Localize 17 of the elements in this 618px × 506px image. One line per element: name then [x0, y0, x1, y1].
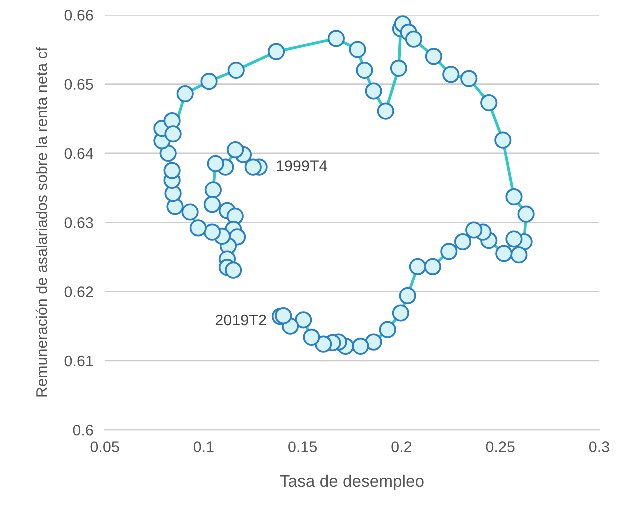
x-tick-label: 0.3	[589, 442, 610, 452]
y-tick-label: 0.63	[64, 218, 94, 228]
y-tick-label: 0.66	[64, 10, 94, 21]
y-tick-label: 0.65	[64, 79, 94, 90]
x-tick-label: 0.2	[392, 442, 412, 452]
y-tick-label: 0.62	[64, 286, 94, 298]
x-tick-label: 0.1	[194, 442, 214, 452]
annotation: 1999T4	[277, 160, 328, 172]
x-tick-label: 0.05	[90, 442, 120, 452]
x-tick-label: 0.15	[288, 442, 318, 452]
y-tick-label: 0.61	[64, 356, 94, 367]
x-tick-label: 0.25	[486, 442, 515, 452]
y-tick-label: 0.6	[73, 424, 94, 436]
y-tick-label: 0.64	[64, 148, 94, 160]
x-axis-title: Tasa de desempleo	[280, 474, 424, 490]
annotation: 2019T2	[216, 314, 266, 326]
y-axis-title: Remuneración de asalariados sobre la renta neta cf	[36, 47, 48, 397]
